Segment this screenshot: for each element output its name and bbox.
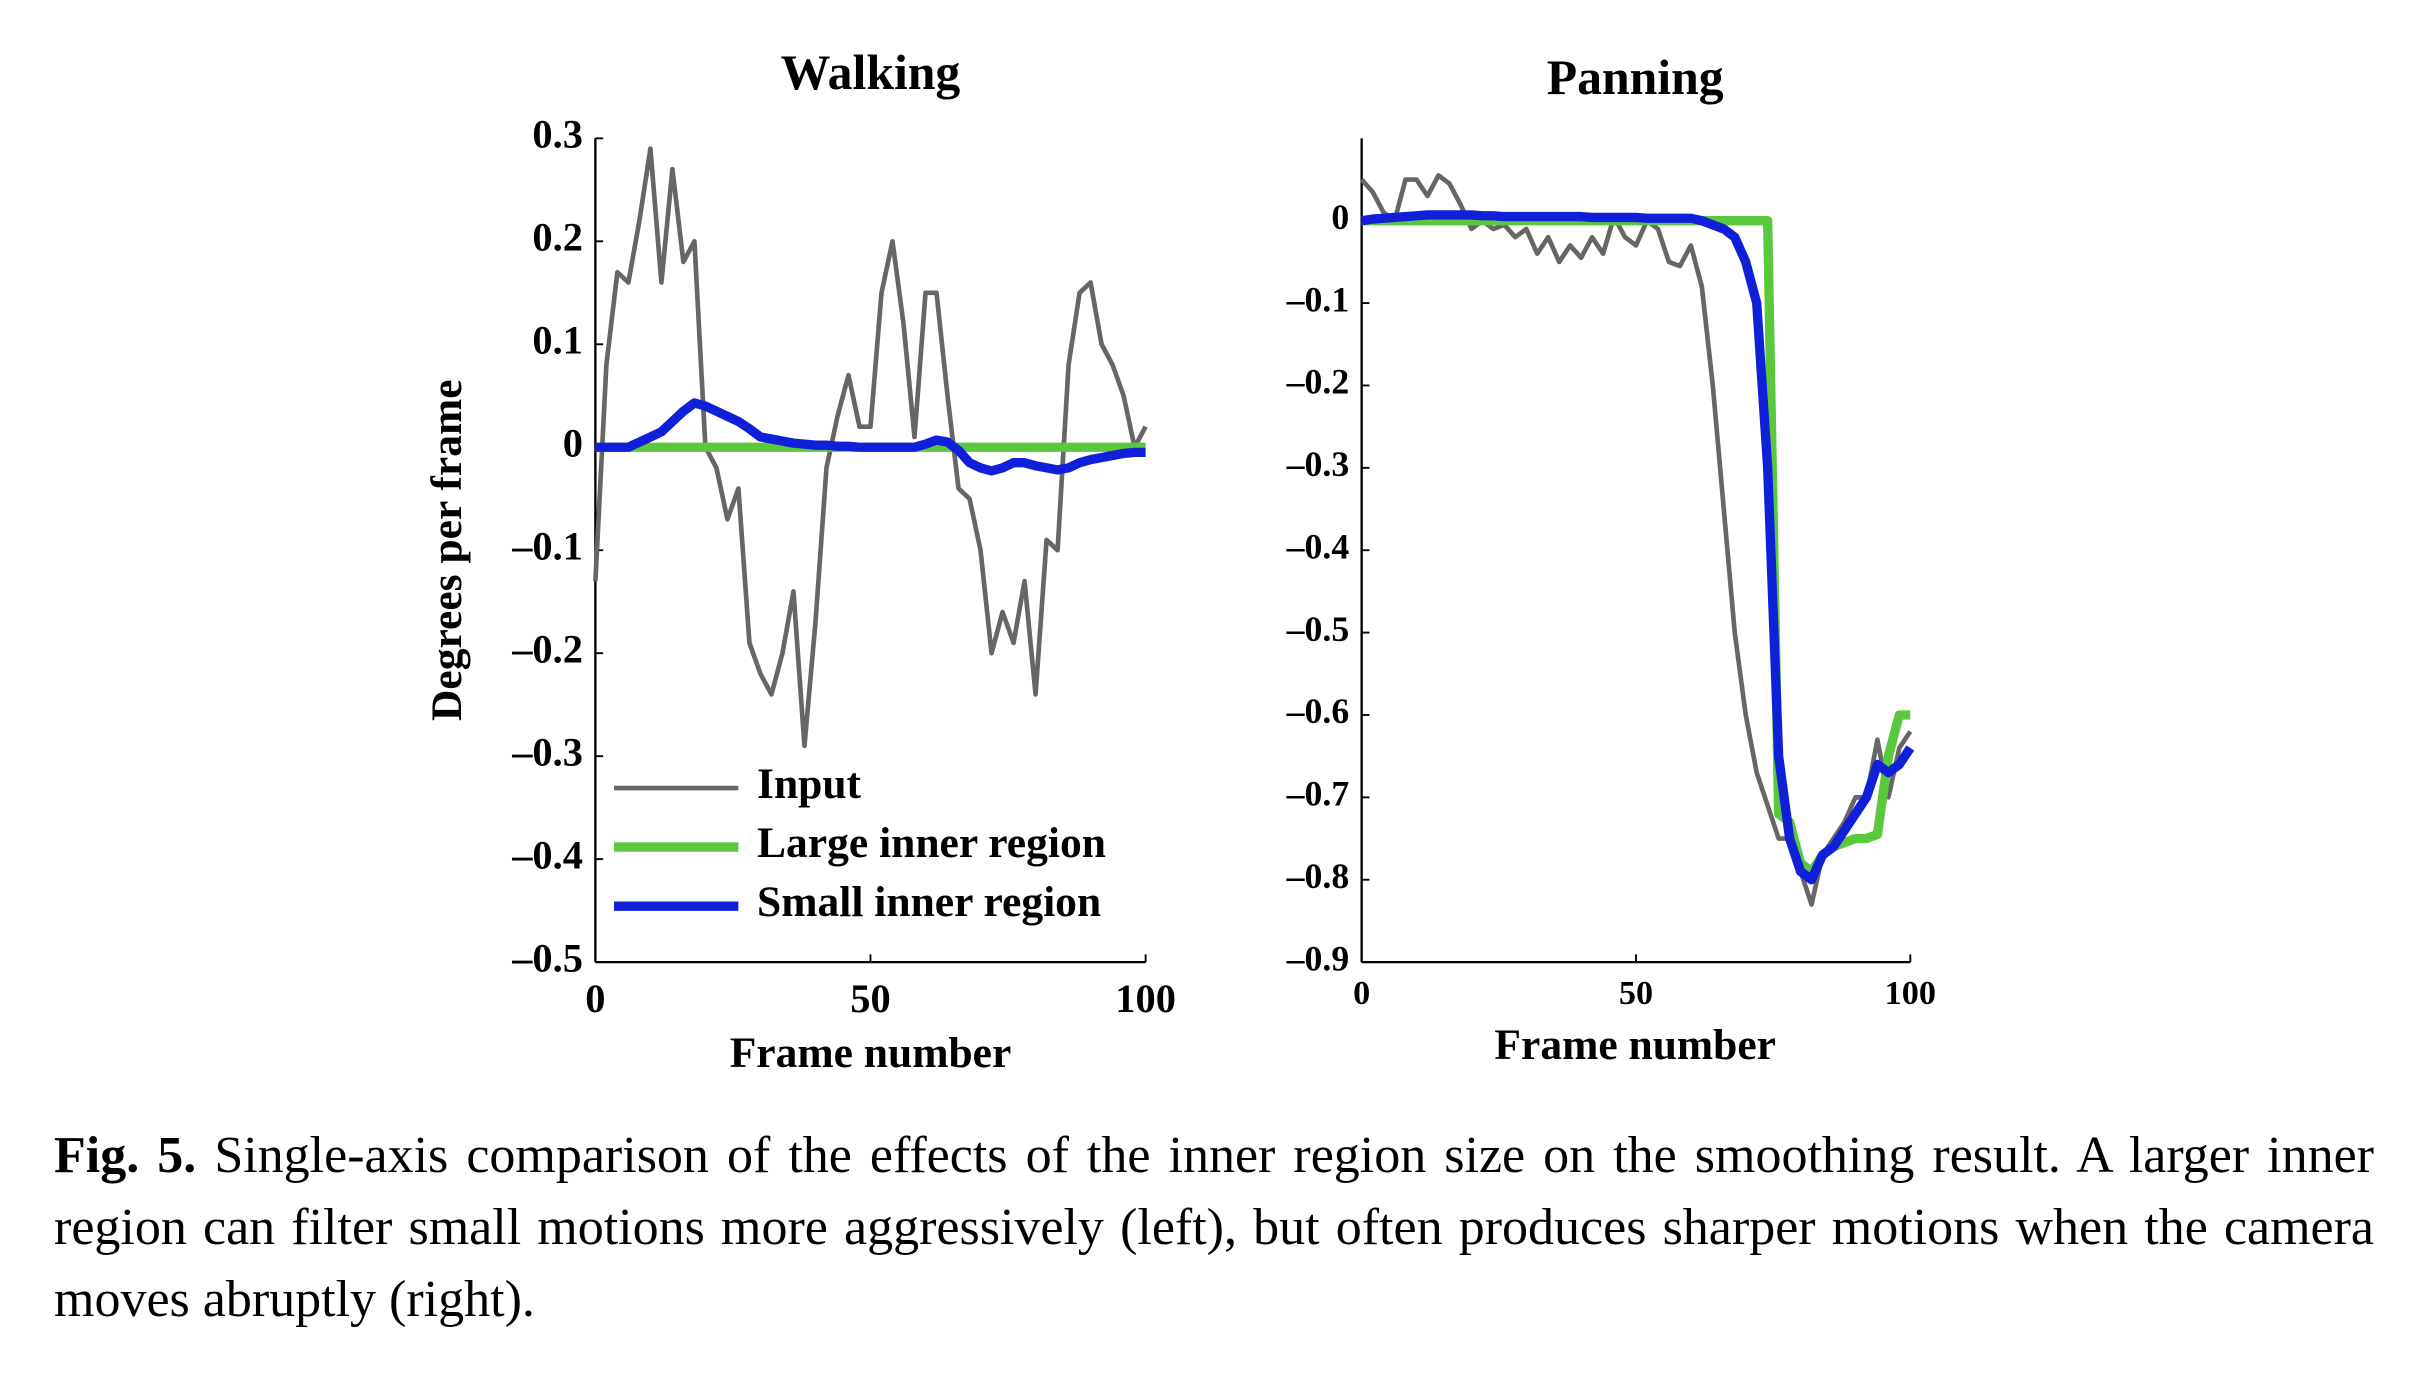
y-tick-label: –0.2 [1286, 362, 1350, 402]
x-tick-label: 0 [1353, 975, 1370, 1012]
series-line [595, 398, 1146, 476]
x-tick-label: 50 [850, 976, 890, 1021]
caption: Fig. 5. Single-axis comparison of the ef… [54, 1120, 2374, 1336]
legend-label: Small inner region [757, 878, 1101, 926]
y-tick-label: –0.3 [1286, 444, 1350, 484]
y-tick-label: –0.5 [511, 935, 583, 980]
y-tick-label: 0.3 [532, 112, 583, 157]
y-tick-label: –0.8 [1286, 856, 1350, 896]
y-tick-label: 0.1 [532, 318, 583, 363]
y-tick-label: –0.1 [1286, 279, 1350, 319]
chart-title: Panning [1547, 50, 1724, 105]
series-line [1359, 173, 1913, 907]
x-tick-label: 50 [1619, 975, 1653, 1012]
x-axis-label: Frame number [730, 1029, 1012, 1077]
x-tick-label: 100 [1115, 976, 1176, 1021]
y-tick-label: –0.5 [1286, 609, 1350, 649]
series-line [593, 146, 1148, 749]
y-tick-label: 0 [1331, 197, 1349, 237]
series-line [1361, 216, 1911, 877]
caption-text: Single-axis comparison of the effects of… [54, 1127, 2375, 1328]
y-tick-label: –0.1 [511, 524, 583, 569]
chart-title: Walking [781, 45, 961, 100]
y-tick-label: 0 [563, 421, 583, 466]
x-tick-label: 100 [1885, 975, 1936, 1012]
y-axis-label: Degrees per frame [423, 379, 471, 721]
y-tick-label: –0.2 [511, 626, 583, 671]
x-tick-label: 0 [585, 976, 605, 1021]
y-tick-label: –0.4 [511, 832, 583, 877]
y-tick-label: –0.3 [511, 729, 583, 774]
y-tick-label: –0.7 [1286, 774, 1350, 814]
y-tick-label: –0.9 [1286, 938, 1350, 978]
series-line [1360, 210, 1915, 885]
legend-label: Input [757, 760, 862, 808]
y-tick-label: –0.4 [1286, 526, 1350, 566]
y-tick-label: –0.6 [1286, 691, 1350, 731]
caption-label: Fig. 5. [54, 1127, 197, 1184]
legend-label: Large inner region [757, 819, 1106, 867]
x-axis-label: Frame number [1494, 1021, 1776, 1069]
y-tick-label: 0.2 [532, 215, 583, 260]
